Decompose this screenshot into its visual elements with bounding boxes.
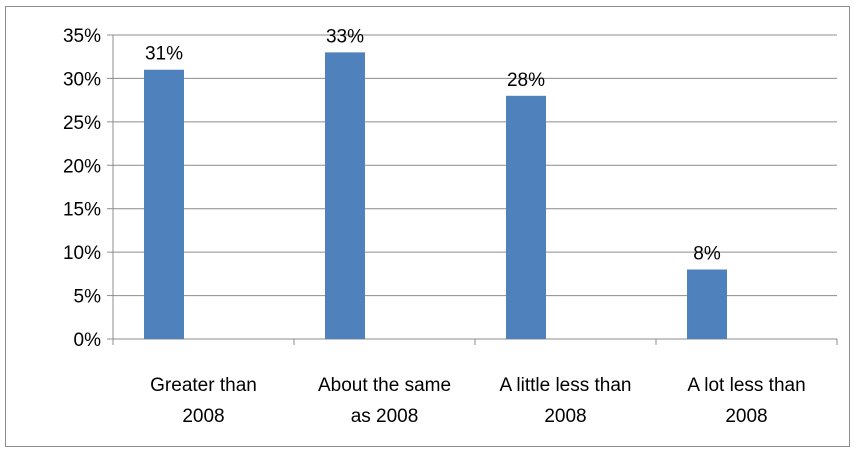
bar bbox=[687, 269, 727, 339]
data-label: 8% bbox=[693, 244, 721, 265]
data-label: 31% bbox=[145, 44, 183, 65]
category-label: Greater than bbox=[150, 375, 257, 396]
axes bbox=[107, 34, 838, 345]
y-tick-label: 30% bbox=[63, 69, 101, 90]
bar bbox=[144, 69, 184, 339]
category-label: A lot less than bbox=[687, 375, 805, 396]
y-tick-label: 20% bbox=[63, 156, 101, 177]
category-label: About the same bbox=[318, 375, 451, 396]
y-tick-label: 35% bbox=[63, 26, 101, 47]
bars bbox=[144, 52, 727, 339]
data-label: 28% bbox=[507, 70, 545, 91]
bar bbox=[506, 95, 546, 339]
category-label: 2008 bbox=[182, 406, 224, 427]
y-tick-label: 25% bbox=[63, 113, 101, 134]
y-tick-label: 5% bbox=[74, 287, 102, 308]
y-tick-label: 15% bbox=[63, 200, 101, 221]
category-label: as 2008 bbox=[351, 406, 419, 427]
y-tick-label: 10% bbox=[63, 243, 101, 264]
data-label: 33% bbox=[326, 26, 364, 47]
labels: 0% 5% 10% 15% 20% 25% 30% 35% 31% Greater than 200… bbox=[63, 26, 806, 427]
gridlines bbox=[113, 34, 837, 297]
y-tick-label: 0% bbox=[74, 330, 102, 351]
category-label: A little less than bbox=[499, 375, 631, 396]
bar bbox=[325, 52, 365, 339]
category-label: 2008 bbox=[544, 406, 586, 427]
category-label: 2008 bbox=[725, 406, 767, 427]
